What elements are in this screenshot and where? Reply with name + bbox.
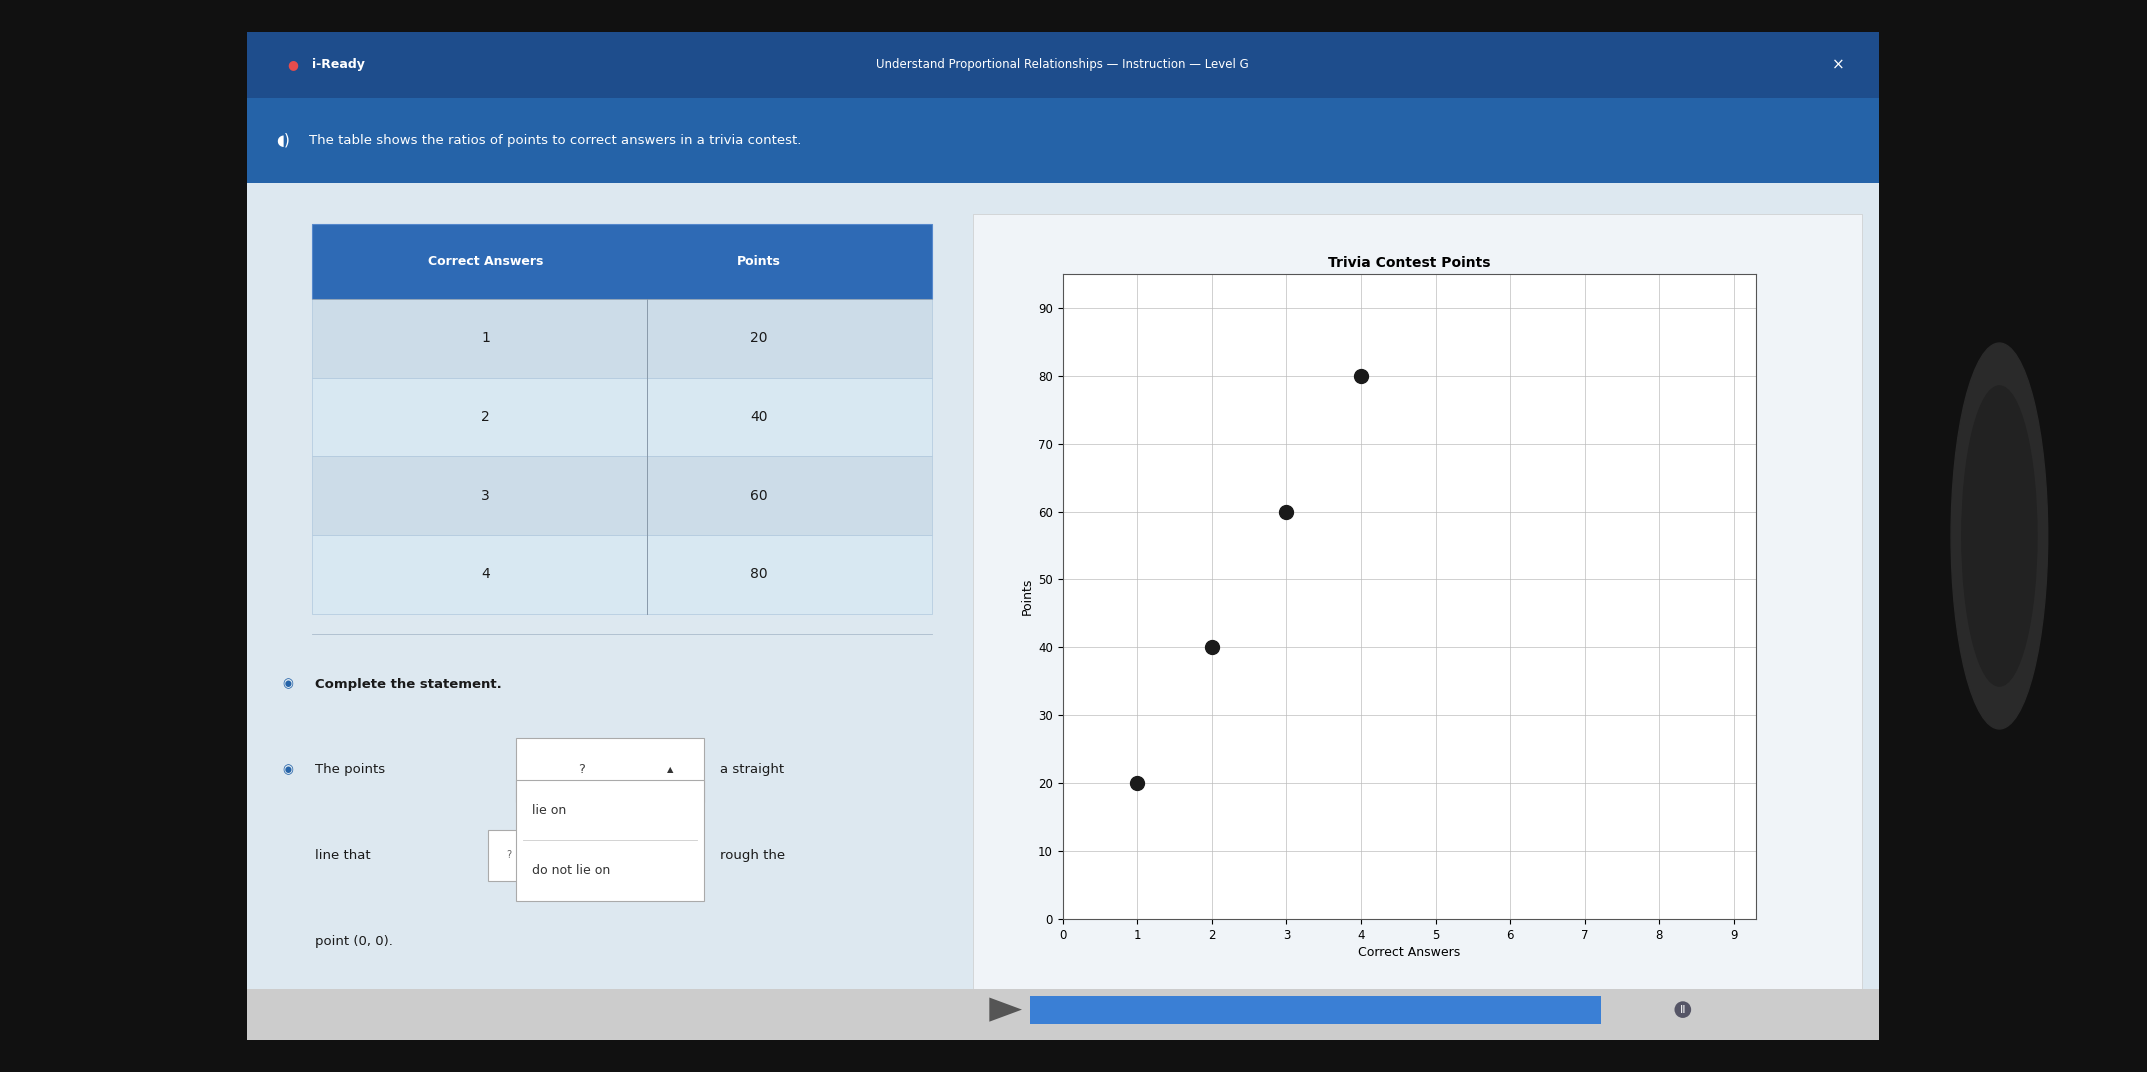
Bar <box>515 738 704 802</box>
Text: Understand Proportional Relationships — Instruction — Level G: Understand Proportional Relationships — … <box>876 58 1250 72</box>
Text: ▲: ▲ <box>668 765 674 774</box>
Bar <box>311 299 932 377</box>
Bar <box>311 535 932 613</box>
X-axis label: Correct Answers: Correct Answers <box>1359 946 1460 958</box>
Text: 40: 40 <box>749 411 766 425</box>
Text: 4: 4 <box>481 567 490 581</box>
Text: Points: Points <box>736 255 782 268</box>
Bar <box>247 32 1879 98</box>
Point <box>1344 368 1378 385</box>
Text: 2: 2 <box>481 411 490 425</box>
Point <box>1194 639 1228 656</box>
Text: ●: ● <box>288 58 298 72</box>
Text: line that: line that <box>316 849 371 862</box>
Text: 3: 3 <box>481 489 490 503</box>
Circle shape <box>1952 343 2048 729</box>
Bar <box>311 224 932 299</box>
Text: ?: ? <box>578 763 586 776</box>
Point <box>1269 503 1303 520</box>
Text: Complete the statement.: Complete the statement. <box>316 678 502 690</box>
Bar <box>487 830 528 880</box>
Bar <box>515 779 704 900</box>
Text: Correct Answers: Correct Answers <box>427 255 543 268</box>
Text: 60: 60 <box>749 489 766 503</box>
Text: ×: × <box>1831 58 1844 73</box>
Bar <box>311 377 932 457</box>
Title: Trivia Contest Points: Trivia Contest Points <box>1329 256 1490 270</box>
Bar <box>1031 996 1602 1024</box>
Text: do not lie on: do not lie on <box>532 864 610 877</box>
Bar <box>247 183 1879 1040</box>
Text: The table shows the ratios of points to correct answers in a trivia contest.: The table shows the ratios of points to … <box>309 134 801 147</box>
Text: a straight: a straight <box>719 763 784 776</box>
Point <box>1121 775 1155 792</box>
Y-axis label: Points: Points <box>1022 578 1035 615</box>
Bar <box>311 457 932 535</box>
Text: ◖): ◖) <box>277 133 290 148</box>
Text: 1: 1 <box>481 331 490 345</box>
Text: ◉: ◉ <box>283 763 294 776</box>
Text: 80: 80 <box>749 567 766 581</box>
Text: point (0, 0).: point (0, 0). <box>316 935 393 948</box>
Text: ?: ? <box>507 850 511 861</box>
Text: ◉: ◉ <box>283 678 294 690</box>
Bar <box>247 989 1879 1040</box>
Text: lie on: lie on <box>532 804 567 817</box>
Text: i-Ready: i-Ready <box>311 58 365 72</box>
Bar <box>973 213 1861 989</box>
Text: 20: 20 <box>749 331 766 345</box>
Polygon shape <box>990 998 1022 1022</box>
Text: rough the: rough the <box>719 849 786 862</box>
Text: II: II <box>1679 1004 1685 1014</box>
Bar <box>247 98 1879 183</box>
Circle shape <box>1962 386 2038 686</box>
Text: The points: The points <box>316 763 386 776</box>
